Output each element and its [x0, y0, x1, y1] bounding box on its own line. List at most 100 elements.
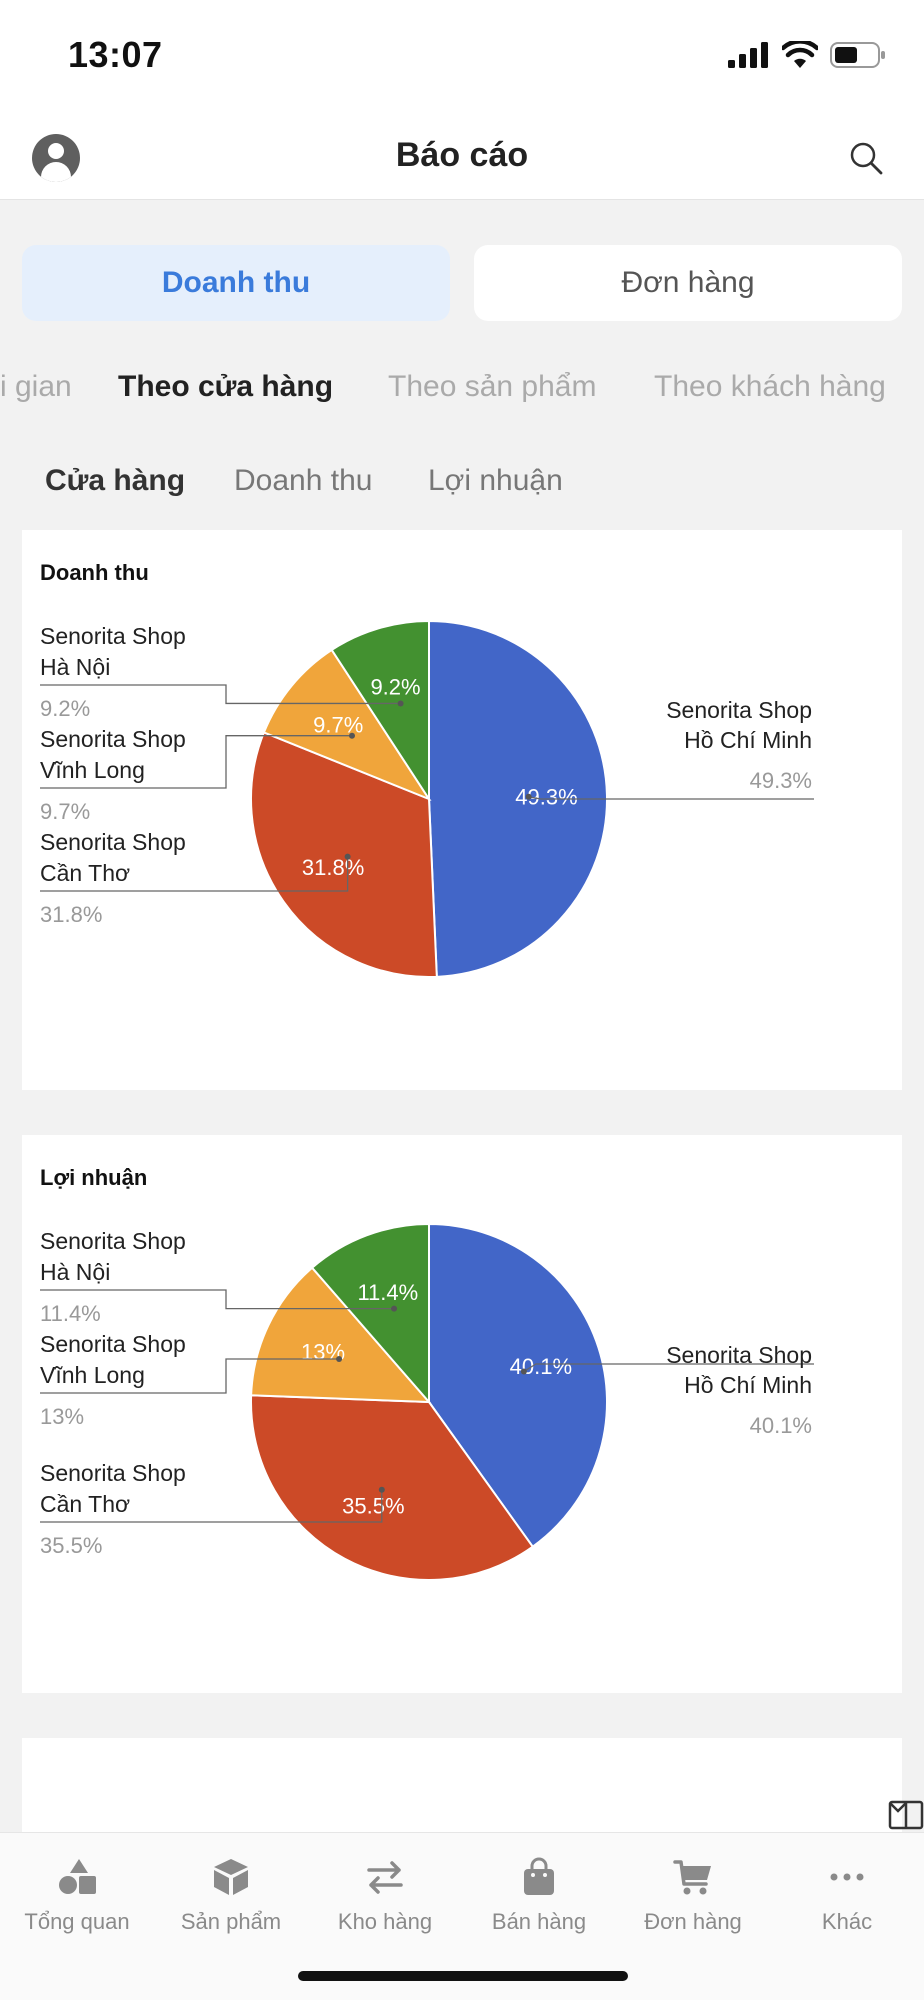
- slice-percent-label: 40.1%: [750, 1413, 812, 1438]
- leader-line: [528, 796, 814, 800]
- tab-theo-thoi-gian[interactable]: i gian: [0, 370, 72, 403]
- revenue-pie-chart: Doanh thu 49.3% Senorita Shop Hồ Chí Minh 49…: [40, 560, 814, 978]
- slice-name-label: Cần Thơ: [40, 860, 130, 886]
- segment-don-hang[interactable]: Đơn hàng: [474, 245, 902, 321]
- app-header: Báo cáo: [0, 110, 924, 200]
- sub-tabs: Cửa hàng Doanh thu Lợi nhuận: [0, 464, 924, 508]
- pie-slice: [262, 648, 432, 802]
- leader-dot: [378, 1486, 385, 1493]
- nav-ban-hang[interactable]: Bán hàng: [462, 1833, 616, 1953]
- slice-percent-label: 9.2%: [40, 696, 90, 721]
- sub-tab-cua-hang[interactable]: Cửa hàng: [45, 464, 186, 497]
- signal-icon: [728, 42, 768, 68]
- shapes-icon: [59, 1859, 96, 1894]
- slice-name-label: Hồ Chí Minh: [684, 1372, 812, 1398]
- segment-doanh-thu[interactable]: Doanh thu: [22, 245, 450, 321]
- pie-slice: [330, 619, 430, 803]
- pie-slice: [310, 1222, 430, 1405]
- slice-name-label: Cần Thơ: [40, 1491, 130, 1517]
- slice-name-label: Senorita Shop: [40, 1331, 186, 1357]
- nav-san-pham[interactable]: Sản phẩm: [154, 1833, 308, 1953]
- nav-khac[interactable]: Khác: [770, 1833, 924, 1953]
- nav-label: Sản phẩm: [180, 1909, 282, 1934]
- slice-name-label: Vĩnh Long: [40, 1362, 145, 1388]
- transfer-arrows-icon: [367, 1861, 403, 1894]
- leader-line: [40, 1489, 383, 1523]
- tab-theo-khach-hang[interactable]: Theo khách hàng: [654, 370, 886, 403]
- slice-percent-label: 13%: [40, 1404, 84, 1429]
- slice-name-label: Senorita Shop: [666, 697, 812, 723]
- leader-line: [40, 684, 401, 705]
- cart-icon: [673, 1860, 711, 1895]
- nav-don-hang[interactable]: Đơn hàng: [616, 1833, 770, 1953]
- pie-slice: [250, 731, 438, 978]
- slice-name-label: Hà Nội: [40, 1259, 110, 1285]
- report-tabs: i gian Theo cửa hàng Theo sản phẩm Theo …: [0, 370, 924, 414]
- leader-line: [40, 1289, 395, 1310]
- status-time: 13:07: [68, 34, 163, 75]
- bottom-navigation: Tổng quan Sản phẩm Kho hàng Bán hàng: [0, 1832, 924, 2000]
- status-bar: 13:07: [0, 0, 924, 110]
- nav-label: Tổng quan: [24, 1909, 130, 1934]
- profit-chart-card: Lợi nhuận 40.1% Senorita Shop Hồ Chí Minh 40…: [22, 1135, 902, 1693]
- pie-slice: [428, 619, 608, 978]
- leader-dot: [348, 732, 355, 739]
- leader-dot: [391, 1305, 398, 1312]
- slice-name-label: Senorita Shop: [40, 623, 186, 649]
- nav-label: Kho hàng: [337, 1909, 433, 1934]
- slice-name-label: Senorita Shop: [40, 1460, 186, 1486]
- leader-dot: [525, 793, 532, 800]
- nav-kho-hang[interactable]: Kho hàng: [308, 1833, 462, 1953]
- slice-name-label: Vĩnh Long: [40, 757, 145, 783]
- user-avatar-icon[interactable]: [32, 134, 80, 182]
- slice-name-label: Hà Nội: [40, 654, 110, 680]
- profit-pie-chart: Lợi nhuận 40.1% Senorita Shop Hồ Chí Minh 40…: [40, 1165, 814, 1581]
- revenue-chart-card: Doanh thu 49.3% Senorita Shop Hồ Chí Minh 49…: [22, 530, 902, 1090]
- slice-percent-label: 31.8%: [40, 902, 102, 927]
- shopping-bag-icon: [524, 1857, 554, 1895]
- sub-tab-doanh-thu[interactable]: Doanh thu: [234, 464, 373, 497]
- slice-name-label: Senorita Shop: [40, 726, 186, 752]
- wifi-icon: [782, 41, 818, 68]
- slice-name-label: Senorita Shop: [666, 1342, 812, 1368]
- slice-percent-label: 49.3%: [750, 768, 812, 793]
- more-dots-icon: [830, 1873, 864, 1881]
- nav-label: Đơn hàng: [644, 1909, 742, 1934]
- battery-icon: [830, 42, 885, 68]
- slice-data-label: 35.5%: [342, 1493, 404, 1518]
- pie-slice: [250, 1266, 432, 1404]
- status-icons: [728, 38, 886, 72]
- slice-percent-label: 35.5%: [40, 1533, 102, 1558]
- tab-theo-san-pham[interactable]: Theo sản phẩm: [388, 370, 597, 403]
- leader-line: [523, 1363, 814, 1373]
- pie-slice: [428, 1222, 608, 1549]
- chevron-down-icon[interactable]: [888, 1800, 908, 1814]
- columns-icon[interactable]: [888, 1800, 924, 1830]
- nav-label: Khác: [821, 1909, 873, 1934]
- sub-tab-loi-nhuan[interactable]: Lợi nhuận: [428, 464, 563, 497]
- leader-dot: [344, 853, 351, 860]
- slice-percent-label: 11.4%: [40, 1301, 101, 1326]
- slice-data-label: 9.2%: [370, 674, 420, 699]
- search-icon[interactable]: [848, 140, 884, 176]
- leader-line: [40, 856, 349, 892]
- leader-dot: [336, 1355, 343, 1362]
- nav-tong-quan[interactable]: Tổng quan: [0, 1833, 154, 1953]
- leader-dot: [397, 700, 404, 707]
- chart-title: Lợi nhuận: [40, 1165, 147, 1190]
- slice-data-label: 40.1%: [510, 1354, 572, 1379]
- slice-name-label: Hồ Chí Minh: [684, 727, 812, 753]
- chart-title: Doanh thu: [40, 560, 149, 585]
- home-indicator: [298, 1971, 628, 1981]
- tab-theo-cua-hang[interactable]: Theo cửa hàng: [118, 370, 334, 403]
- table-card: [22, 1738, 924, 1838]
- page-title: Báo cáo: [395, 136, 529, 174]
- slice-data-label: 11.4%: [357, 1280, 418, 1305]
- slice-data-label: 9.7%: [313, 712, 363, 737]
- leader-dot: [520, 1368, 527, 1375]
- slice-percent-label: 9.7%: [40, 799, 90, 824]
- leader-line: [40, 735, 352, 789]
- slice-data-label: 49.3%: [515, 784, 577, 809]
- pie-slice: [250, 1394, 535, 1581]
- slice-name-label: Senorita Shop: [40, 829, 186, 855]
